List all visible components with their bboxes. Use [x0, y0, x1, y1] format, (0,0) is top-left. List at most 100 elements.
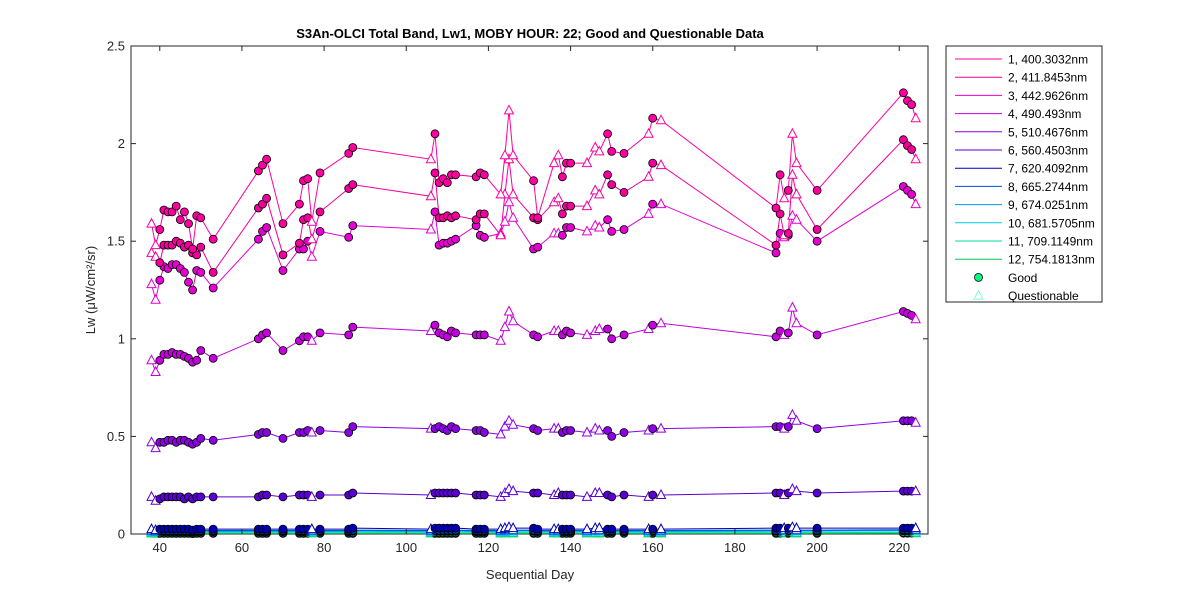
questionable-point: [499, 215, 511, 226]
good-point: [315, 490, 325, 500]
questionable-point: [655, 488, 667, 499]
good-point: [262, 490, 272, 500]
good-point: [315, 226, 325, 236]
questionable-point: [655, 159, 667, 170]
questionable-point: [499, 420, 511, 431]
questionable-point: [306, 250, 318, 261]
questionable-point: [499, 321, 511, 332]
questionable-point: [593, 486, 605, 497]
good-point: [566, 223, 575, 232]
good-point: [566, 328, 575, 338]
good-point: [348, 488, 358, 498]
good-point: [278, 250, 288, 260]
questionable-point: [787, 168, 798, 179]
legend-label-6: 6, 560.4503nm: [1008, 144, 1088, 158]
questionable-point: [507, 522, 519, 533]
good-point: [430, 129, 440, 139]
questionable-point: [787, 127, 798, 138]
questionable-point: [910, 313, 922, 324]
questionable-point: [425, 190, 437, 201]
good-point: [315, 328, 325, 338]
questionable-point: [581, 426, 593, 437]
questionable-point: [146, 217, 157, 228]
good-point: [179, 207, 189, 217]
questionable-point: [507, 188, 519, 199]
y-tick-label: 0: [118, 527, 125, 542]
legend-label-10: 10, 681.5705nm: [1008, 216, 1095, 230]
questionable-point: [910, 485, 922, 496]
good-point: [607, 492, 617, 502]
good-point: [775, 170, 785, 180]
legend-label-7: 7, 620.4092nm: [1008, 162, 1088, 176]
good-point: [208, 524, 218, 534]
good-point: [344, 330, 354, 340]
questionable-point: [655, 523, 667, 534]
questionable-point: [150, 293, 161, 304]
good-point: [196, 346, 206, 355]
series-markers: [146, 88, 922, 538]
good-point: [648, 113, 658, 123]
good-point: [533, 488, 543, 498]
good-point: [619, 330, 629, 340]
good-point: [451, 523, 461, 533]
good-point: [607, 431, 617, 441]
chart-title: S3An-OLCI Total Band, Lw1, MOBY HOUR: 22…: [296, 26, 764, 41]
questionable-point: [791, 317, 802, 328]
questionable-point: [507, 418, 519, 429]
good-point: [188, 244, 198, 254]
questionable-point: [306, 233, 318, 244]
good-point: [529, 176, 538, 186]
good-point: [558, 172, 567, 182]
good-point: [899, 135, 908, 145]
y-tick-label: 1: [118, 331, 125, 346]
good-point: [262, 154, 272, 164]
good-point: [619, 148, 629, 158]
questionable-point: [425, 153, 437, 164]
legend-label-8: 8, 665.2744nm: [1008, 180, 1088, 194]
good-point: [783, 185, 793, 195]
questionable-point: [581, 523, 593, 534]
good-point: [196, 242, 206, 252]
questionable-point: [552, 192, 564, 203]
legend-label-good: Good: [1008, 271, 1037, 285]
good-point: [607, 146, 617, 156]
questionable-point: [643, 127, 654, 138]
questionable-point: [150, 442, 161, 453]
axes: 40 60 80 100 120 140 160 180 200 220 0 0.5 1 1.5 2 2.5: [107, 39, 928, 555]
good-point: [775, 209, 785, 219]
good-point: [179, 267, 189, 277]
questionable-point: [593, 522, 605, 533]
good-point: [348, 422, 358, 432]
good-point: [196, 267, 206, 277]
good-point: [479, 170, 489, 180]
good-point: [603, 215, 612, 225]
good-point: [278, 433, 288, 443]
good-point: [155, 355, 165, 365]
legend: 1, 400.3032nm 2, 411.8453nm 3, 442.9626nm 4…: [945, 45, 1103, 303]
plot-area: [130, 45, 929, 535]
good-point: [619, 225, 629, 234]
good-point: [648, 490, 658, 500]
x-tick-label: 60: [235, 540, 249, 555]
good-point: [451, 488, 461, 498]
x-tick-label: 140: [560, 540, 582, 555]
good-point: [648, 424, 658, 434]
good-point: [348, 221, 358, 231]
good-point: [315, 426, 325, 435]
questionable-point: [495, 229, 507, 240]
questionable-point: [791, 188, 802, 199]
good-point: [566, 490, 575, 500]
good-point: [783, 422, 793, 432]
good-point: [607, 524, 617, 534]
good-point: [196, 524, 206, 534]
questionable-point: [581, 490, 593, 501]
questionable-point: [581, 157, 593, 168]
questionable-point: [791, 157, 802, 168]
questionable-point: [306, 215, 318, 226]
questionable-point: [593, 188, 605, 199]
good-point: [303, 174, 313, 184]
good-point: [812, 225, 822, 234]
questionable-point: [655, 422, 667, 433]
good-point: [208, 267, 218, 277]
good-point: [208, 492, 218, 502]
